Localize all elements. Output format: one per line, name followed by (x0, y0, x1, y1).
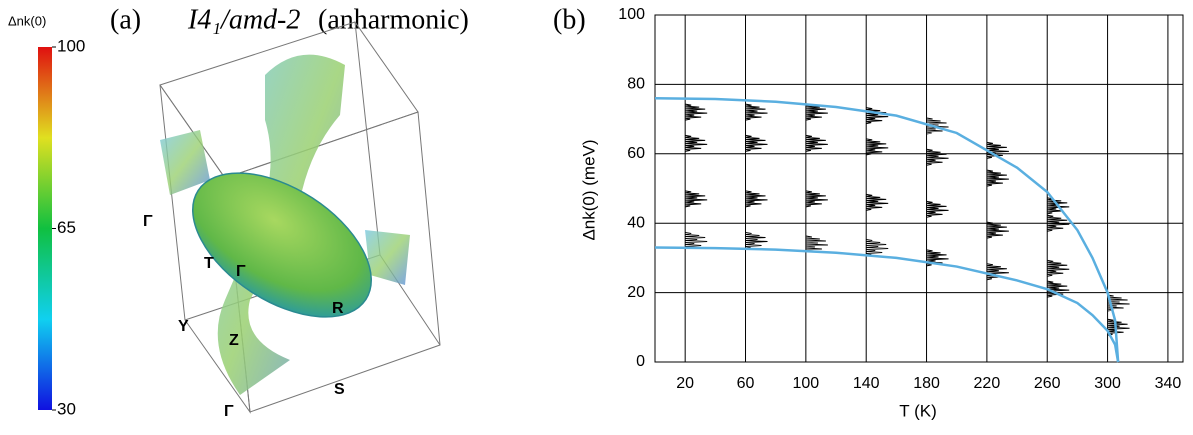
x-tick-label: 220 (974, 375, 1001, 392)
x-tick-label: 260 (1034, 375, 1061, 392)
panel-label: (a) (110, 4, 141, 35)
k-point: Z (229, 332, 239, 349)
k-point: R (332, 300, 344, 317)
k-point: Γ (224, 403, 234, 420)
gap-distribution (927, 201, 949, 217)
gap-distribution (806, 236, 828, 252)
panel-title: I4₁/amd-2 (187, 4, 300, 35)
y-axis-label: Δnk(0) (meV) (579, 139, 598, 240)
k-point: Y (178, 318, 189, 335)
x-tick-label: 300 (1094, 375, 1121, 392)
x-axis-label: T (K) (899, 401, 936, 420)
panel-title-suffix: (anharmonic) (318, 4, 469, 35)
gap-distribution (685, 104, 707, 120)
panel-label: (b) (553, 4, 586, 35)
gap-distribution (685, 135, 707, 151)
gap-distribution (806, 191, 828, 207)
gap-distribution (685, 233, 707, 249)
y-tick-label: 40 (627, 214, 645, 231)
k-point: T (204, 255, 214, 272)
plot-area (655, 15, 1183, 362)
figure: Δnk(0) (a) I4₁/amd-2 (anharmonic) Γ T Γ … (0, 0, 1193, 435)
fermi-surface (160, 55, 410, 395)
gap-distribution (685, 191, 707, 207)
k-point: Γ (143, 213, 153, 230)
y-tick-label: 80 (627, 76, 645, 93)
gap-distribution (746, 104, 768, 120)
y-tick-label: 20 (627, 284, 645, 301)
x-tick-label: 140 (853, 375, 880, 392)
x-tick-label: 20 (676, 375, 694, 392)
gap-distribution (866, 194, 888, 210)
x-tick-label: 60 (737, 375, 755, 392)
x-tick-label: 100 (793, 375, 820, 392)
x-tick-label: 180 (913, 375, 940, 392)
gap-distribution (866, 239, 888, 255)
y-tick-label: 100 (618, 6, 645, 23)
gap-distribution (746, 191, 768, 207)
x-tick-label: 340 (1155, 375, 1182, 392)
colorbar-label: Δnk(0) (8, 13, 46, 28)
gap-distribution (1108, 319, 1130, 335)
colorbar-tick-label: 30 (57, 399, 76, 418)
k-point: Γ (236, 263, 246, 280)
gap-distribution (746, 233, 768, 249)
gap-distribution (746, 135, 768, 151)
gap-distribution (927, 149, 949, 165)
colorbar-tick-label: 100 (57, 36, 85, 55)
fit-curve (655, 98, 1118, 362)
gap-distribution (866, 139, 888, 155)
gap-distribution (806, 135, 828, 151)
gap-distribution (1047, 260, 1069, 276)
gap-distribution (987, 222, 1009, 238)
y-tick-label: 0 (636, 353, 645, 370)
gap-distribution (987, 170, 1009, 186)
colorbar-tick-label: 65 (57, 218, 76, 237)
y-tick-label: 60 (627, 145, 645, 162)
k-point: S (334, 381, 345, 398)
gap-distribution (866, 108, 888, 124)
colorbar (38, 47, 52, 410)
